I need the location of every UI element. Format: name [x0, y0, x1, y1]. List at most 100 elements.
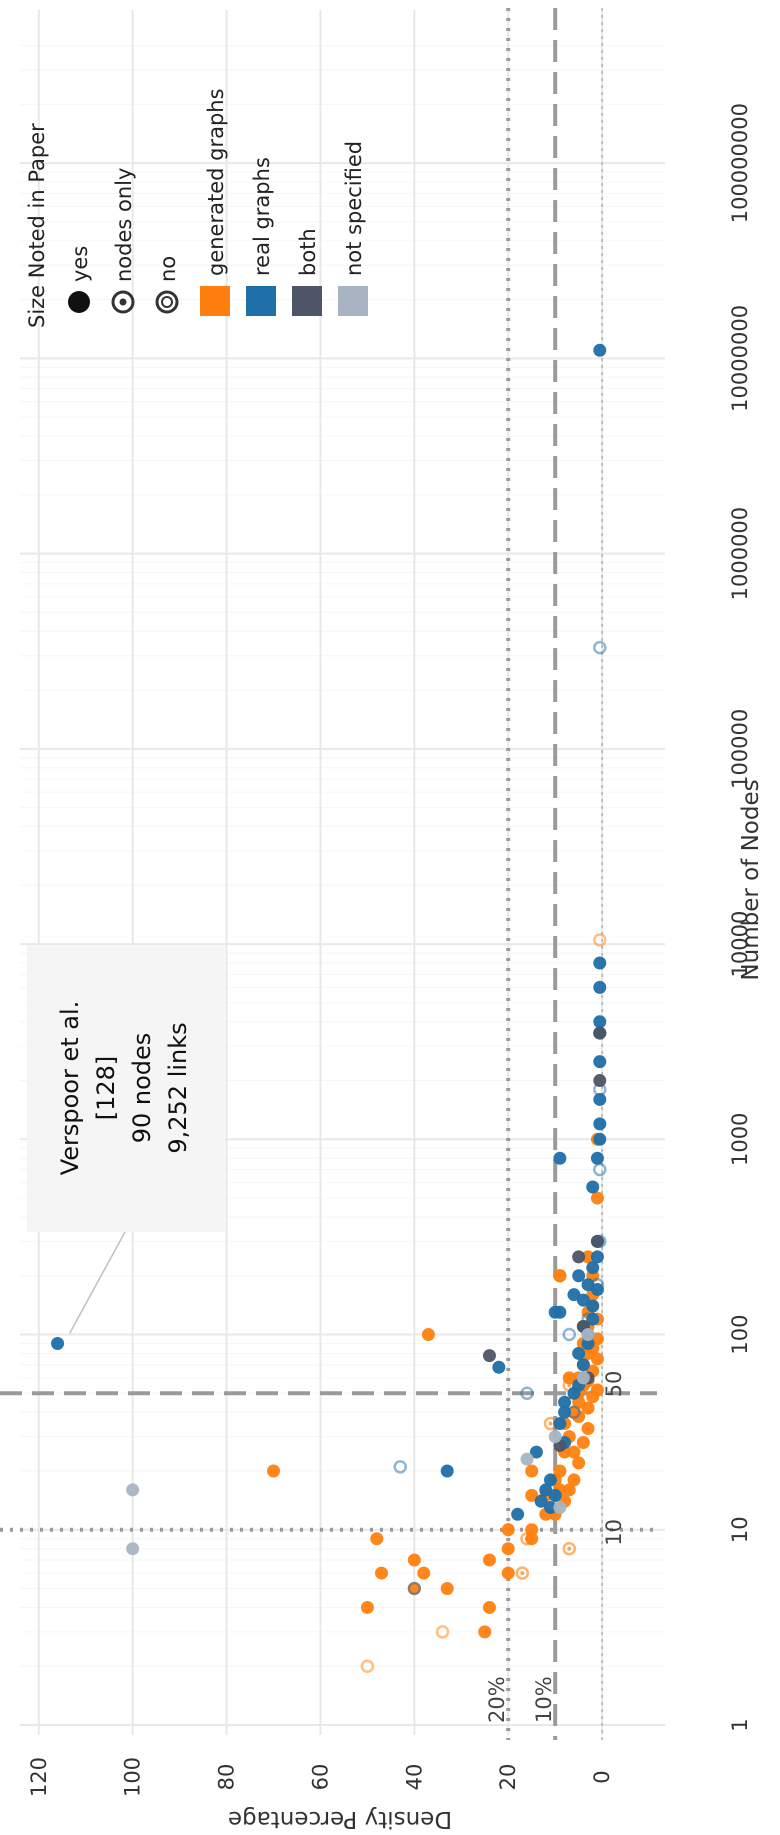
point-generated-graphs — [581, 1250, 595, 1264]
point-real-graphs — [548, 1488, 562, 1502]
point-real-graphs — [593, 956, 607, 970]
point-generated-graphs — [360, 1600, 374, 1614]
point-real-graphs — [581, 1336, 595, 1350]
point-real-graphs-no — [593, 1162, 607, 1177]
annotation-line: Verspoor et al. — [56, 1001, 84, 1176]
point-not-specified — [553, 1501, 567, 1515]
x-tick-label: 10000000 — [728, 305, 752, 412]
reference-lines: 10 50 20% 10% — [0, 8, 657, 1740]
annotation: Verspoor et al. [128] 90 nodes 9,252 links — [27, 945, 225, 1334]
point-generated-graphs-nodes-only — [520, 1531, 534, 1546]
annotation-box — [27, 945, 225, 1232]
x-tick-label: 10 — [728, 1516, 752, 1543]
point-generated-graphs-nodes-only-center — [520, 1571, 525, 1576]
legend: Size Noted in Paper yes nodes only no genera… — [25, 88, 368, 328]
legend-nodes-only-marker — [111, 290, 135, 314]
point-generated-graphs — [478, 1625, 492, 1639]
legend-type-label: not specified — [342, 141, 366, 276]
point-not-specified — [581, 1328, 595, 1342]
point-real-graphs — [593, 1132, 607, 1146]
point-generated-graphs-nodes-only-center — [548, 1421, 553, 1426]
data-points — [51, 343, 607, 1673]
point-generated-graphs — [417, 1566, 431, 1580]
x-tick-label: 1000 — [728, 1113, 752, 1166]
point-generated-graphs — [562, 1483, 576, 1497]
point-not-specified — [126, 1542, 140, 1556]
point-both — [593, 1074, 607, 1088]
point-generated-graphs — [267, 1464, 281, 1478]
legend-type-swatch — [338, 286, 368, 316]
point-real-graphs — [593, 980, 607, 994]
legend-yes-marker — [68, 291, 90, 313]
point-not-specified — [576, 1371, 590, 1385]
point-real-graphs — [572, 1346, 586, 1360]
point-generated-graphs — [581, 1401, 595, 1415]
point-real-graphs — [590, 1151, 604, 1165]
point-real-graphs — [593, 343, 607, 357]
annotation-line: 90 nodes — [128, 1033, 156, 1144]
annotation-line: [128] — [92, 1056, 120, 1121]
x-axis-title: Number of Nodes — [738, 779, 764, 980]
x-tick-label: 1 — [728, 1718, 752, 1731]
point-generated-graphs — [440, 1582, 454, 1596]
legend-no-inner — [161, 296, 173, 308]
point-real-graphs — [586, 1299, 600, 1313]
point-real-graphs — [51, 1336, 65, 1350]
legend-type-swatch — [200, 286, 230, 316]
point-generated-graphs-nodes-only — [553, 1269, 567, 1283]
point-generated-graphs-no — [360, 1659, 375, 1673]
point-generated-graphs — [572, 1456, 586, 1470]
x-tick-label: 1000000 — [728, 507, 752, 601]
point-generated-graphs-no — [593, 933, 607, 947]
point-real-graphs — [593, 1015, 607, 1029]
legend-size-label: nodes only — [112, 168, 136, 282]
legend-nodes-only-dot — [119, 298, 127, 306]
grid — [20, 10, 665, 1735]
x-tick-label: 100000000 — [728, 103, 752, 223]
point-generated-graphs-nodes-only — [515, 1566, 530, 1580]
point-generated-graphs — [482, 1600, 496, 1614]
legend-size-label: no — [156, 256, 180, 282]
point-generated-graphs — [590, 1383, 604, 1397]
point-real-graphs — [553, 1151, 567, 1165]
point-generated-graphs — [581, 1422, 595, 1436]
point-real-graphs — [543, 1473, 557, 1487]
point-real-graphs-no — [407, 1581, 422, 1596]
reference-label-y-20: 20% — [485, 1676, 509, 1723]
y-axis-title: Density Percentage — [228, 1806, 452, 1832]
point-generated-graphs — [501, 1566, 515, 1580]
legend-type-label: generated graphs — [204, 88, 228, 276]
point-real-graphs — [593, 1092, 607, 1106]
point-not-specified — [520, 1452, 534, 1466]
point-real-graphs — [590, 1250, 604, 1264]
point-real-graphs — [593, 1117, 607, 1131]
point-generated-graphs — [567, 1445, 581, 1459]
point-real-graphs — [567, 1288, 581, 1302]
point-real-graphs — [529, 1445, 543, 1459]
y-tick-label: 20 — [496, 1764, 520, 1791]
legend-size-label: yes — [68, 246, 92, 282]
reference-label-y-10: 10% — [532, 1676, 556, 1723]
legend-no-marker — [155, 290, 179, 314]
point-generated-graphs — [407, 1553, 421, 1567]
point-both — [482, 1349, 496, 1363]
axis-titles: Number of Nodes Density Percentage — [228, 779, 764, 1832]
point-real-graphs — [492, 1360, 506, 1374]
point-generated-graphs — [553, 1464, 567, 1478]
point-real-graphs — [586, 1180, 600, 1194]
point-both — [572, 1250, 586, 1264]
legend-type-swatch — [292, 286, 322, 316]
point-real-graphs — [558, 1405, 572, 1419]
reference-label-x-50: 50 — [602, 1371, 626, 1398]
x-tick-label: 100000 — [728, 709, 752, 789]
x-tick-label: 10000 — [728, 911, 752, 978]
y-tick-label: 0 — [590, 1770, 614, 1783]
y-tick-label: 120 — [27, 1757, 51, 1797]
reference-label-x-10: 10 — [602, 1519, 626, 1546]
point-real-graphs — [576, 1293, 590, 1307]
tick-labels: 1 10 10 0 1000 10000 100000 1000000 10000000 1000… — [27, 103, 752, 1797]
point-generated-graphs-nodes-only — [562, 1541, 577, 1556]
point-not-specified — [548, 1430, 562, 1444]
point-real-graphs-no — [520, 1386, 534, 1401]
